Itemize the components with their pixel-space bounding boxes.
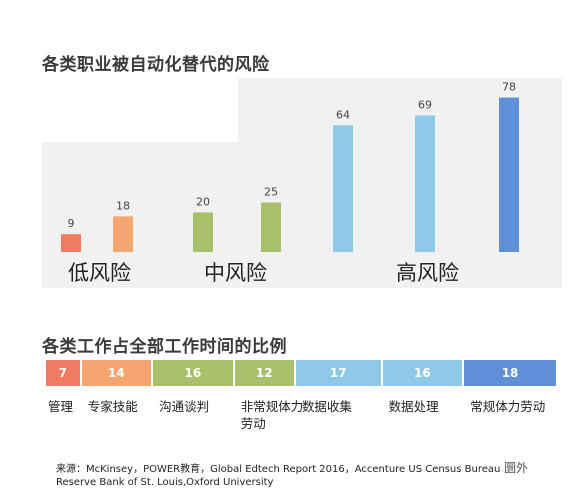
stack-segment-label-3: 沟通谈判 [159, 399, 210, 414]
bar-5 [333, 125, 353, 252]
chart-title-risk: 各类职业被自动化替代的风险 [42, 55, 270, 75]
watermark-text: 圜外 [500, 459, 533, 476]
risk-chart-panel: 9 18 20 25 64 69 78 [42, 78, 562, 288]
source-note: 来源：McKinsey，POWER教育，Global Edtech Report… [56, 463, 510, 489]
stack-segment-2: 14 [81, 360, 154, 386]
bar-value-label-5: 64 [336, 108, 350, 121]
risk-bar-chart: 9 18 20 25 64 69 78 [61, 81, 519, 252]
bar-7 [499, 97, 519, 252]
group-label-low: 低风险 [68, 261, 131, 285]
stack-segment-6: 16 [382, 360, 465, 386]
stack-segment-label-7: 常规体力劳动 [470, 399, 546, 414]
bar-value-label-3: 20 [196, 195, 210, 208]
bar-1 [61, 234, 81, 252]
bar-value-label-4: 25 [264, 186, 278, 199]
bar-value-label-7: 78 [502, 81, 516, 94]
stack-segment-7: 18 [464, 360, 556, 386]
stack-segment-label-2: 专家技能 [87, 399, 138, 414]
group-label-mid: 中风险 [204, 261, 267, 285]
stack-segment-4: 12 [234, 360, 296, 386]
bar-value-label-1: 9 [68, 217, 75, 230]
bar-3 [193, 212, 213, 252]
source-line-2: Reserve Bank of St. Louis,Oxford Univers… [56, 477, 274, 488]
bar-value-label-6: 69 [418, 98, 432, 111]
stack-segment-label-4: 非常规体力 劳动 [240, 399, 304, 431]
chart-title-time-share: 各类工作占全部工作时间的比例 [42, 337, 287, 357]
bar-2 [113, 216, 133, 252]
bar-4 [261, 202, 281, 252]
source-line-1: 来源：McKinsey，POWER教育，Global Edtech Report… [56, 464, 511, 475]
stack-segment-label-5: 数据收集 [301, 399, 352, 414]
stack-segment-label-1: 管理 [48, 399, 74, 414]
time-share-stacked-bar: 7 14 16 12 17 16 18 [46, 360, 556, 386]
stack-segment-3: 16 [153, 360, 235, 386]
bar-6 [415, 115, 435, 252]
stack-segment-5: 17 [295, 360, 383, 386]
stack-segment-1: 7 [46, 360, 82, 386]
group-label-high: 高风险 [396, 261, 459, 285]
stack-segment-label-6: 数据处理 [388, 399, 439, 414]
panel-white-block [42, 78, 238, 142]
bar-value-label-2: 18 [116, 199, 130, 212]
